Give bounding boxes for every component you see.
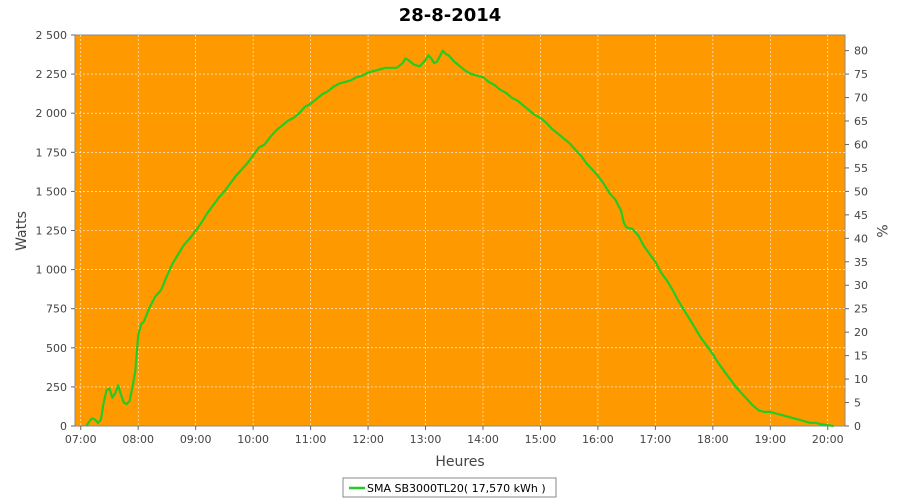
x-tick-label: 15:00 [525,433,557,446]
x-axis-title: Heures [435,454,484,470]
y2-tick-label: 45 [854,209,868,222]
y2-tick-label: 30 [854,279,868,292]
y-tick-label: 250 [46,381,67,394]
y2-tick-label: 75 [854,68,868,81]
x-tick-label: 18:00 [697,433,729,446]
x-tick-label: 07:00 [65,433,97,446]
y2-tick-label: 50 [854,185,868,198]
x-tick-label: 09:00 [180,433,212,446]
y2-tick-label: 40 [854,232,868,245]
y-tick-label: 1 000 [36,264,68,277]
x-tick-label: 19:00 [754,433,786,446]
y2-tick-label: 20 [854,326,868,339]
y-tick-label: 2 500 [36,29,68,42]
y-tick-label: 0 [60,420,67,433]
x-tick-label: 11:00 [295,433,327,446]
y2-tick-label: 15 [854,350,868,363]
series-layer [85,49,834,428]
y2-tick-label: 0 [854,420,861,433]
y-axis-left: 0 250 500 750 1 000 1 250 1 500 1 750 2 000 2 250… [36,29,75,433]
chart-title: 28-8-2014 [399,5,502,26]
x-axis: 07:00 08:00 09:00 10:00 11:00 12:00 13:00 14:00… [65,426,844,446]
legend-label: SMA SB3000TL20( 17,570 kWh ) [367,482,546,495]
x-tick-label: 17:00 [640,433,672,446]
x-tick-label: 16:00 [582,433,614,446]
y2-axis-title: % [873,224,889,237]
x-tick-label: 14:00 [467,433,499,446]
x-tick-label: 13:00 [410,433,442,446]
y-tick-label: 500 [46,342,67,355]
x-tick-label: 10:00 [237,433,269,446]
y2-tick-label: 55 [854,162,868,175]
y-axis-right: 0 5 10 15 20 25 30 35 40 45 50 55 60 65 70 75 80 [845,45,868,433]
x-tick-label: 08:00 [122,433,154,446]
legend: SMA SB3000TL20( 17,570 kWh ) [342,477,557,498]
series-line [85,49,834,428]
y-tick-label: 1 750 [36,146,68,159]
y2-tick-label: 35 [854,256,868,269]
y-tick-label: 1 250 [36,225,68,238]
y2-tick-label: 60 [854,138,868,151]
y-tick-label: 1 500 [36,185,68,198]
y2-tick-label: 65 [854,115,868,128]
y2-tick-label: 10 [854,373,868,386]
x-tick-label: 12:00 [352,433,384,446]
y-tick-label: 2 000 [36,107,68,120]
y-tick-label: 2 250 [36,68,68,81]
y2-tick-label: 80 [854,45,868,58]
grid-lines [75,35,845,426]
y2-tick-label: 25 [854,303,868,316]
y2-tick-label: 5 [854,397,861,410]
y-tick-label: 750 [46,303,67,316]
y2-tick-label: 70 [854,92,868,105]
x-tick-label: 20:00 [812,433,844,446]
y-axis-title: Watts [14,211,30,251]
